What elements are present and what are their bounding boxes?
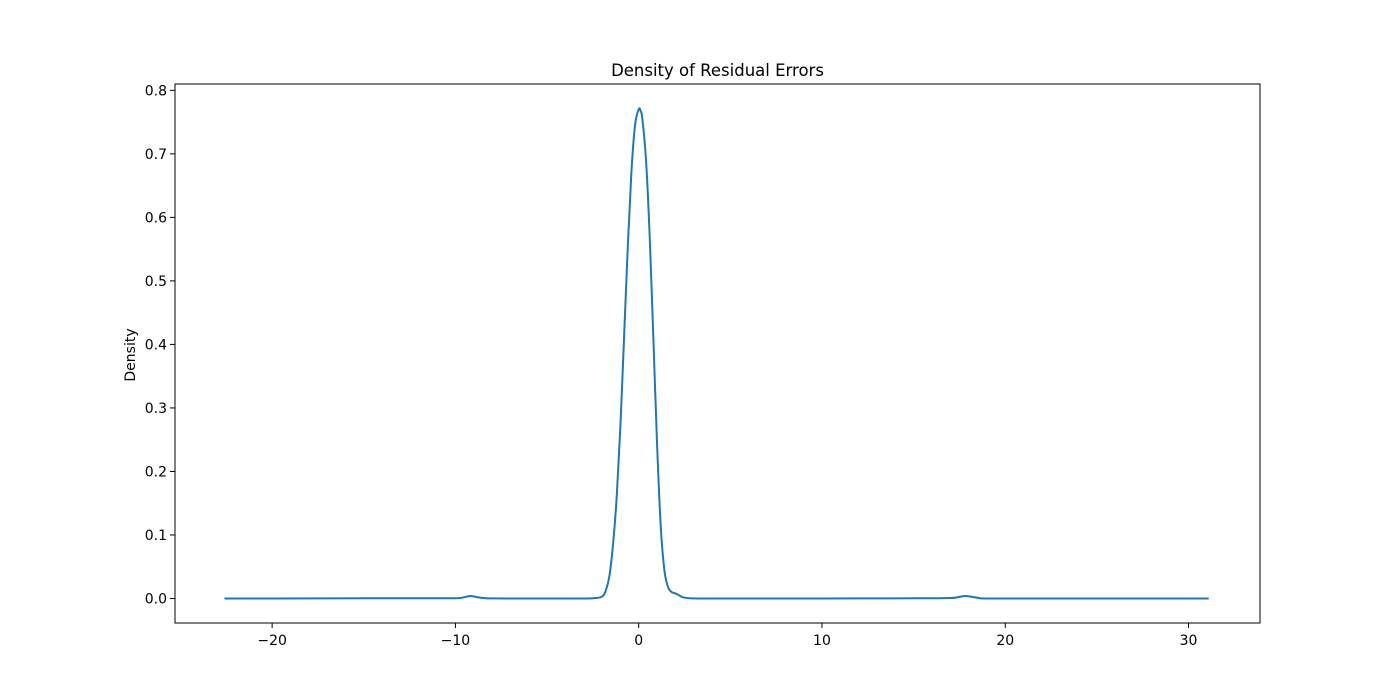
- x-tick-label: −20: [257, 633, 287, 649]
- series-layer: [224, 107, 1209, 600]
- y-tick-label: 0.6: [145, 210, 167, 226]
- y-tick-label: 0.8: [145, 83, 167, 99]
- x-tick-label: 30: [1180, 633, 1198, 649]
- x-tick-label: 20: [996, 633, 1014, 649]
- y-tick-label: 0.1: [145, 528, 167, 544]
- plot-area-frame: [174, 83, 1261, 624]
- y-tick-label: 0.2: [145, 464, 167, 480]
- y-axis-ticks: 0.0 0.1 0.2 0.3 0.4 0.5 0.6 0.7 0.8: [145, 83, 175, 607]
- x-tick-label: 0: [634, 633, 643, 649]
- x-tick-label: −10: [441, 633, 471, 649]
- y-tick-label: 0.0: [145, 591, 167, 607]
- y-axis-label: Density: [123, 328, 139, 381]
- x-axis-ticks: −20 −10 0 10 20 30: [257, 623, 1197, 649]
- y-tick-label: 0.4: [145, 337, 167, 353]
- y-tick-label: 0.3: [145, 401, 167, 417]
- y-tick-label: 0.7: [145, 147, 167, 163]
- chart-title: Density of Residual Errors: [611, 61, 824, 80]
- y-tick-label: 0.5: [145, 274, 167, 290]
- x-tick-label: 10: [813, 633, 831, 649]
- density-line-series-0: [224, 107, 1209, 600]
